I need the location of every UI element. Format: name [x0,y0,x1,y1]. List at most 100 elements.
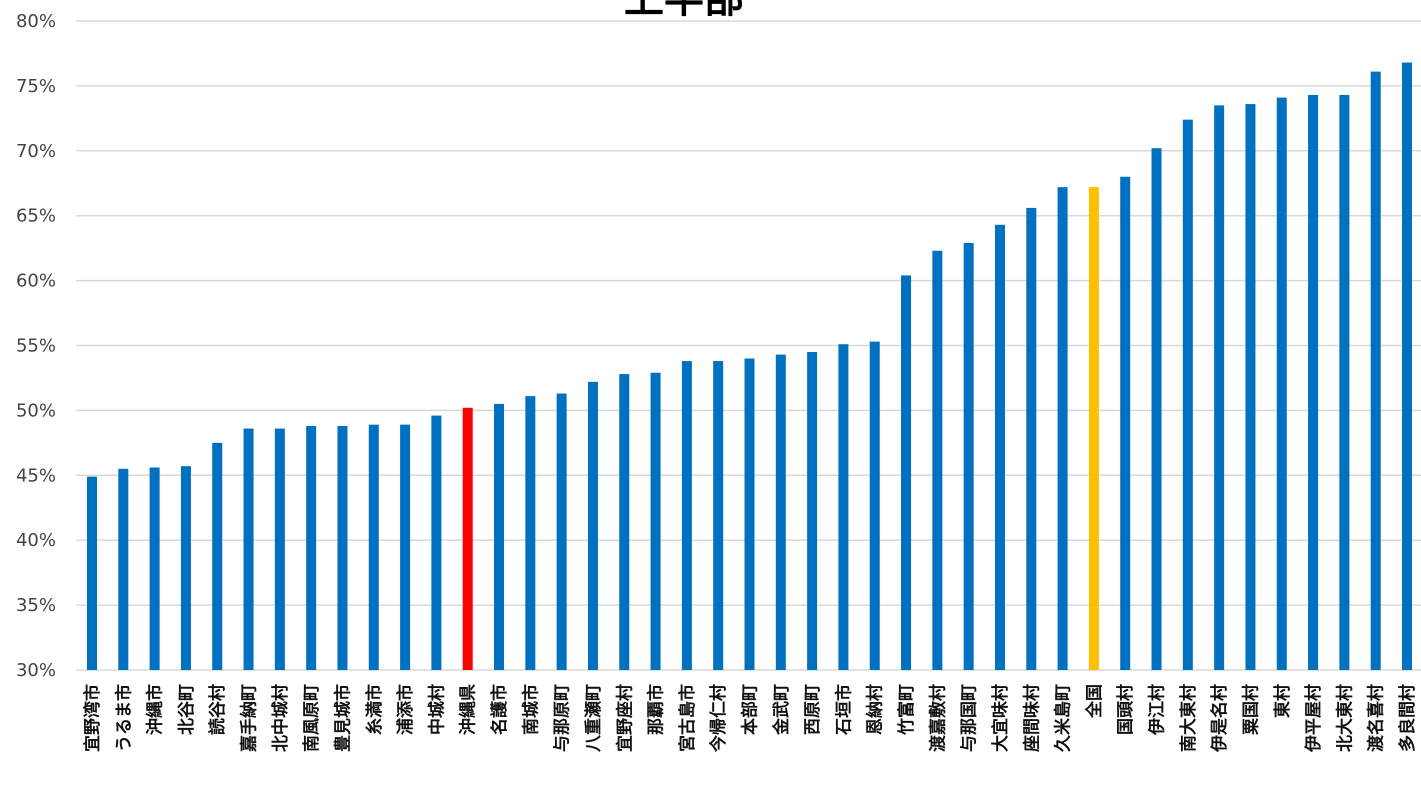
x-tick-label: 粟国村 [1240,684,1261,735]
x-tick-label: 中城村 [426,684,447,735]
x-tick-label: 大宜味村 [990,684,1011,752]
x-tick-label: 豊見城市 [332,684,353,752]
y-tick-label: 70% [16,141,56,162]
y-tick-label: 65% [16,206,56,227]
x-tick-label: 伊江村 [1147,684,1168,736]
x-tick-label: 与那国町 [960,684,980,752]
x-tick-label: 与那原町 [553,684,573,752]
x-tick-label: 浦添市 [395,684,416,735]
x-tick-label: 八重瀬町 [583,684,604,752]
y-tick-label: 35% [16,595,56,616]
x-tick-label: 多良間村 [1397,684,1418,752]
bar [744,358,755,670]
x-tick-label: 全国 [1084,684,1105,719]
x-tick-label: 読谷村 [207,684,228,735]
y-tick-label: 30% [16,660,56,681]
x-tick-label: 沖縄県 [458,684,479,735]
bar [1151,148,1162,671]
bar [807,351,818,670]
bar [87,476,97,670]
bar [556,393,567,670]
x-tick-label: 北谷町 [177,684,197,735]
x-tick-label: 恩納村 [865,684,886,735]
bar [1120,176,1131,670]
y-tick-label: 40% [16,530,56,551]
x-tick-label: 糸満市 [364,684,385,735]
bar [932,250,943,670]
y-axis-ticks: 30% 35% 40% 45% 50% 55% 60% 65% 70% 75% 80% [16,11,56,681]
bars [87,62,1412,671]
y-tick-label: 50% [16,400,56,421]
bar [337,425,348,670]
bar [713,361,724,670]
x-tick-label: 久米島町 [1053,684,1074,752]
bar [1245,104,1256,670]
x-tick-label: 北大東村 [1334,684,1355,752]
x-tick-label: 座間味村 [1021,684,1042,752]
bar [838,344,849,670]
bar [963,242,974,670]
x-axis-labels: 宜野湾市 うるま市 沖縄市 北谷町 読谷村 嘉手納町 北中城村 南風原町 豊見城市 糸満市 浦添市中… [82,684,1418,753]
bar [368,424,379,670]
x-tick-label: 金武町 [771,684,792,736]
x-tick-label: 宜野座村 [614,684,635,752]
bar [1370,71,1381,670]
x-tick-label: 今帰仁村 [708,684,729,752]
bar [1088,187,1099,671]
bar [431,415,442,670]
bar [619,374,630,670]
x-tick-label: 東村 [1272,684,1293,718]
x-tick-label: 国頭村 [1115,684,1136,735]
chart-title: 上半部 [624,0,744,22]
x-tick-label: 渡嘉敷村 [927,684,948,752]
bar [274,428,285,670]
bar [1308,94,1319,670]
bar [462,407,473,670]
bar [1214,105,1225,671]
x-tick-label: 北中城村 [270,684,291,752]
x-tick-label: 那覇市 [646,684,667,735]
x-tick-label: 渡名喜村 [1366,684,1387,752]
x-tick-label: 伊平屋村 [1303,684,1324,753]
bar [212,442,223,670]
bar [869,341,880,670]
bar [1026,207,1037,671]
bar [306,425,317,670]
bar [1402,62,1412,670]
bar [400,424,411,670]
x-tick-label: 伊是名村 [1209,684,1230,753]
bar [775,354,786,670]
x-tick-label: 沖縄市 [145,684,166,735]
y-tick-label: 75% [16,76,56,97]
x-tick-label: 南城市 [520,684,541,735]
x-tick-label: 嘉手納町 [239,684,260,753]
y-tick-label: 55% [16,336,56,357]
y-tick-label: 80% [16,11,56,32]
x-tick-label: 石垣市 [833,684,854,736]
x-tick-label: 南風原町 [301,684,322,752]
bar [1182,119,1193,670]
bar [994,224,1005,670]
y-tick-label: 45% [16,465,56,486]
bar [149,467,160,670]
bar [180,466,191,670]
bar [118,468,129,670]
bar [1276,97,1287,670]
bar [494,403,505,670]
bar [243,428,254,670]
bar [587,381,598,670]
x-tick-label: 本部町 [740,684,761,735]
x-tick-label: うるま市 [113,684,134,752]
bar [681,361,692,670]
bar [1339,94,1350,670]
bar [525,396,536,670]
x-tick-label: 宜野湾市 [82,684,103,752]
x-tick-label: 名護市 [489,684,510,735]
y-tick-label: 60% [16,271,56,292]
x-tick-label: 西原町 [803,684,823,735]
x-tick-label: 宮古島市 [677,684,698,752]
x-tick-label: 南大東村 [1178,684,1199,752]
bar [1057,187,1068,671]
